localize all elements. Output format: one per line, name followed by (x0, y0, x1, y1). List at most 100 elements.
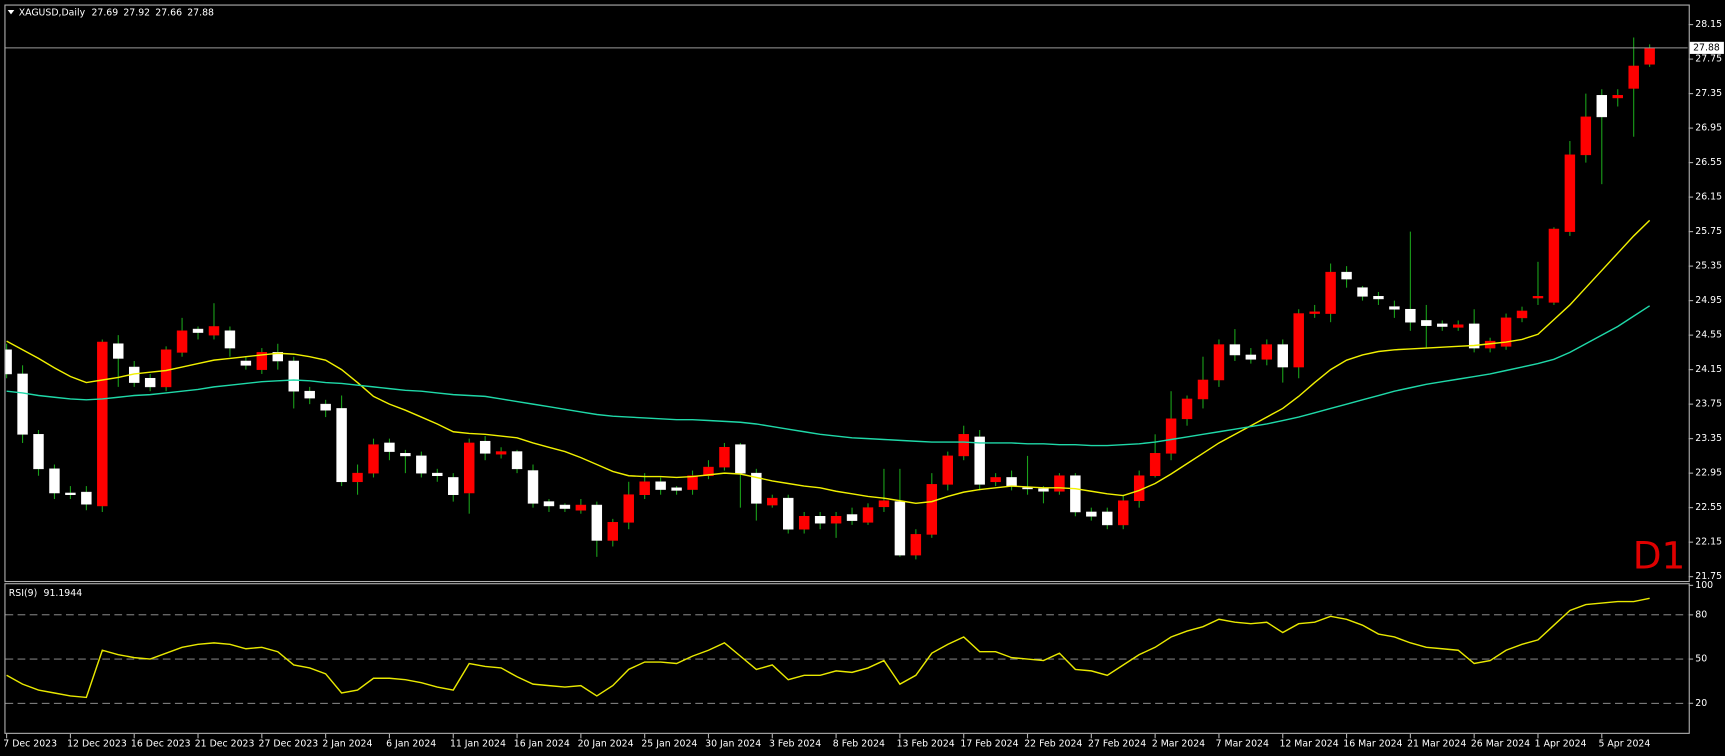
candle-body (1389, 306, 1400, 310)
candle-body (1309, 311, 1320, 314)
candle-body (97, 341, 108, 507)
x-tick-label: 1 Apr 2024 (1535, 738, 1587, 749)
candle-body (1197, 379, 1209, 400)
candle-body (575, 504, 587, 511)
candle-body (719, 446, 730, 468)
candle-body (1006, 477, 1017, 487)
x-tick-label: 12 Dec 2023 (67, 738, 127, 749)
candle-body (1612, 95, 1623, 99)
candle-body (1086, 511, 1097, 517)
candle-body (862, 507, 874, 523)
candle-body (639, 481, 650, 495)
candle-body (846, 514, 858, 521)
candle-body (559, 504, 571, 509)
y-tick-label: 24.55 (1695, 330, 1722, 341)
line (6, 305, 1651, 447)
y-tick-label: 20 (1695, 698, 1707, 709)
line (6, 597, 1650, 699)
y-tick-label: 23.75 (1695, 399, 1722, 410)
candle-body (1149, 453, 1161, 477)
candle-body (1405, 308, 1416, 323)
header-high: 27.92 (123, 7, 150, 18)
candle-body (1532, 296, 1544, 299)
candle-body (830, 516, 842, 524)
candle-body (1102, 511, 1113, 526)
candle-body (272, 352, 284, 362)
candle-body (1038, 488, 1049, 492)
candle-body (448, 477, 459, 495)
y-tick-label: 27.35 (1695, 88, 1722, 99)
candle-body (974, 436, 985, 485)
x-tick-label: 16 Jan 2024 (514, 738, 570, 749)
x-tick-label: 26 Mar 2024 (1471, 738, 1530, 749)
candle-body (33, 434, 44, 470)
y-tick-label: 21.75 (1695, 571, 1722, 582)
candle-body (1421, 320, 1432, 326)
candle-body (655, 481, 666, 490)
candle-body (942, 455, 953, 485)
candle-body (1118, 500, 1129, 526)
candle-body (543, 501, 555, 507)
main-panel-border (4, 4, 1690, 583)
x-tick-label: 25 Jan 2024 (641, 738, 697, 749)
rsi-header: RSI(9) 91.1944 (9, 588, 82, 599)
header-low: 27.66 (155, 7, 182, 18)
candle-body (240, 360, 252, 366)
rsi-title: RSI(9) (9, 588, 37, 599)
candle-body (1245, 354, 1257, 360)
x-tick-label: 5 Apr 2024 (1598, 738, 1650, 749)
axes: 28.15 27.75 27.35 26.95 26.55 26.15 25.75 25.35… (3, 19, 1724, 749)
candle-body (527, 470, 539, 504)
candle-body (208, 326, 220, 336)
candle-body (416, 455, 427, 474)
candle-body (432, 472, 443, 477)
candle-body (878, 500, 890, 508)
candle-body (687, 475, 698, 490)
candle-body (1580, 116, 1592, 156)
y-tick-label: 26.15 (1695, 192, 1722, 203)
x-tick-label: 2 Jan 2024 (322, 738, 372, 749)
current-price-label: 27.88 (1693, 42, 1720, 53)
candle-body (49, 468, 60, 494)
rsi-current: 91.1944 (44, 588, 83, 599)
candle-body (160, 349, 172, 388)
y-tick-label: 80 (1695, 609, 1707, 620)
candle-body (1644, 47, 1655, 65)
candle-body (368, 444, 379, 474)
candle-body (463, 442, 475, 494)
candle-body (1452, 324, 1464, 328)
current-price-box (1689, 41, 1724, 54)
candle-body (1564, 154, 1576, 232)
menu-arrow (7, 10, 15, 15)
candle-body (1293, 313, 1304, 368)
candle-body (1229, 344, 1241, 356)
candle-body (1181, 398, 1193, 420)
x-tick-label: 16 Mar 2024 (1343, 738, 1402, 749)
main-plot (5, 37, 1688, 560)
candle-body (113, 343, 124, 359)
x-tick-label: 21 Mar 2024 (1407, 738, 1466, 749)
y-tick-label: 25.35 (1695, 261, 1722, 272)
x-tick-label: 20 Jan 2024 (578, 738, 634, 749)
x-tick-label: 17 Feb 2024 (960, 738, 1018, 749)
y-tick-label: 25.75 (1695, 226, 1722, 237)
chart-header: XAGUSD,Daily 27.69 27.92 27.66 27.88 (19, 7, 214, 18)
candle-body (1054, 475, 1065, 492)
timeframe-label: D1 (1633, 533, 1686, 577)
y-tick-label: 28.15 (1695, 19, 1722, 30)
candle-body (926, 484, 938, 535)
y-tick-label: 22.15 (1695, 537, 1722, 548)
line (6, 219, 1651, 505)
candle-body (1500, 317, 1512, 347)
candle-body (958, 434, 969, 457)
x-tick-label: 7 Dec 2023 (3, 738, 57, 749)
y-tick-label: 24.95 (1695, 295, 1722, 306)
candle-body (1022, 487, 1033, 490)
candle-body (1628, 65, 1639, 89)
y-tick-label: 50 (1695, 654, 1707, 665)
x-tick-label: 22 Feb 2024 (1024, 738, 1082, 749)
candle-body (320, 403, 331, 411)
